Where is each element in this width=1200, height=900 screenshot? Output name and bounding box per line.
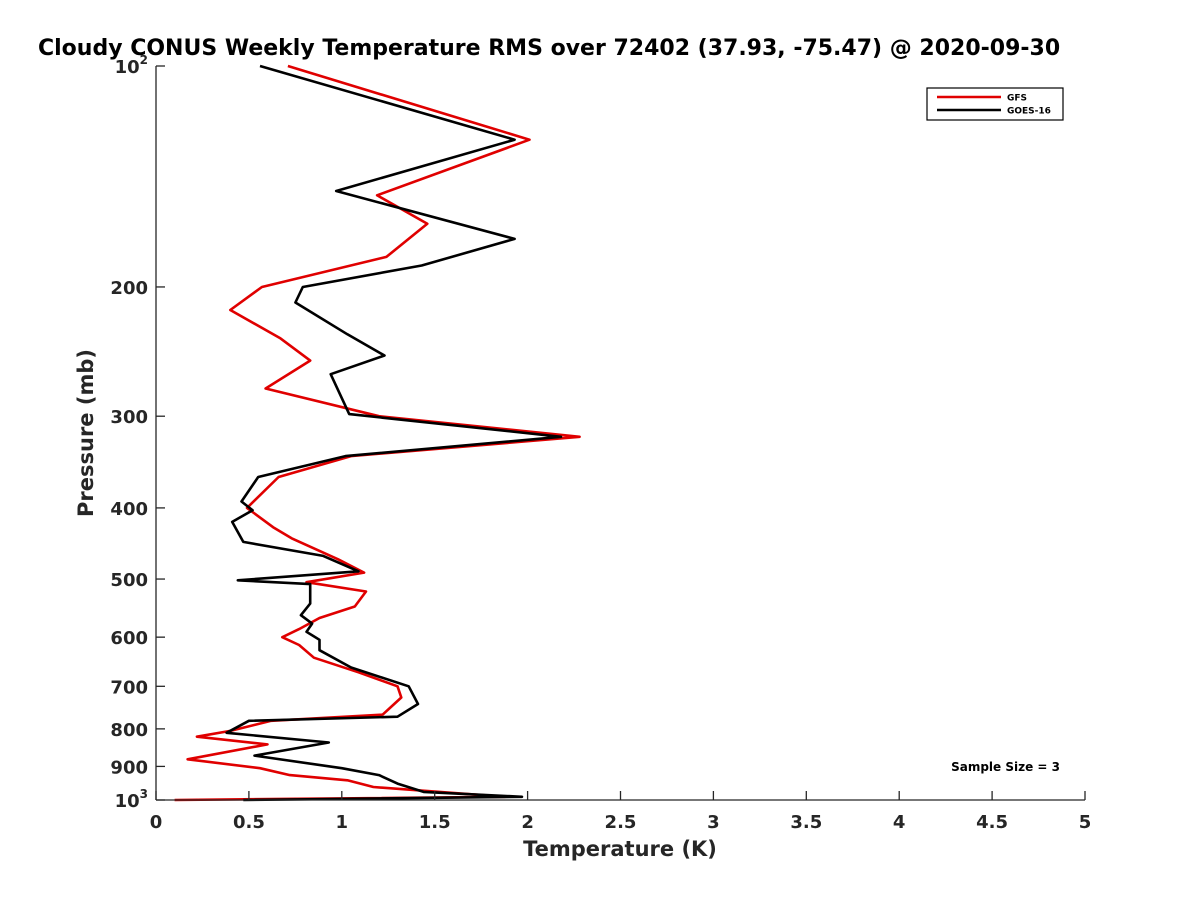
x-tick-label: 1 xyxy=(336,812,349,833)
sample-size-annotation: Sample Size = 3 xyxy=(951,760,1060,774)
y-tick-label: 500 xyxy=(110,570,148,591)
y-tick-label-exponent: 2 xyxy=(140,53,148,67)
chart-title: Cloudy CONUS Weekly Temperature RMS over… xyxy=(38,36,1060,61)
legend: GFS GOES-16 xyxy=(926,87,1064,121)
y-tick-label-base: 10 xyxy=(115,791,140,812)
y-tick-label: 300 xyxy=(110,407,148,428)
series-line-gfs xyxy=(174,64,581,802)
y-tick-label: 800 xyxy=(110,720,148,741)
x-tick-label: 3 xyxy=(707,812,720,833)
x-tick-label: 2.5 xyxy=(605,812,637,833)
series-line-goes-16 xyxy=(225,64,563,802)
legend-label-gfs: GFS xyxy=(1007,94,1027,104)
y-tick-label: 102 xyxy=(115,53,148,78)
y-tick-label: 200 xyxy=(110,278,148,299)
x-tick-label: 2 xyxy=(521,812,534,833)
y-axis-label: Pressure (mb) xyxy=(74,349,98,517)
x-tick-label: 0 xyxy=(150,812,163,833)
x-tick-label: 4.5 xyxy=(976,812,1008,833)
x-tick-label: 4 xyxy=(893,812,906,833)
y-tick-label: 103 xyxy=(115,787,148,812)
x-tick-label: 3.5 xyxy=(790,812,822,833)
x-tick-label: 5 xyxy=(1079,812,1092,833)
y-tick-label: 600 xyxy=(110,628,148,649)
plot-area xyxy=(156,66,1085,800)
legend-label-goes-16: GOES-16 xyxy=(1007,107,1051,117)
series-layer xyxy=(174,64,581,802)
x-axis-ticks: 0 0.5 1 1.5 2 2.5 3 3.5 4 4.5 5 xyxy=(150,791,1092,833)
y-tick-label: 900 xyxy=(110,757,148,778)
y-tick-label-base: 10 xyxy=(115,57,140,78)
x-tick-label: 0.5 xyxy=(233,812,265,833)
y-tick-label: 400 xyxy=(110,499,148,520)
x-axis-label: Temperature (K) xyxy=(523,837,717,861)
x-tick-label: 1.5 xyxy=(419,812,451,833)
y-tick-label: 700 xyxy=(110,677,148,698)
legend-box xyxy=(926,87,1064,121)
y-tick-label-exponent: 3 xyxy=(140,787,148,801)
